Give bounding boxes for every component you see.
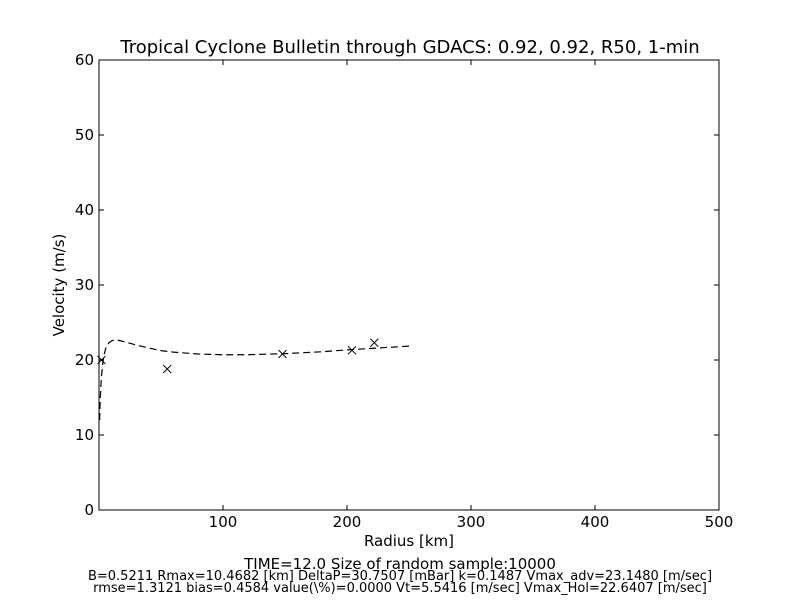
y-axis-label: Velocity (m/s) [50,234,68,337]
x-tick-label: 300 [457,513,486,531]
observation-marker [162,364,172,374]
y-tick-label: 20 [75,351,94,369]
observation-marker [97,355,106,365]
observation-marker [369,338,379,348]
y-tick-label: 30 [75,276,94,294]
plot-area [98,59,720,511]
x-tick-label: 400 [581,513,610,531]
plot-series [97,338,410,421]
x-tick-label: 200 [333,513,362,531]
footer-parameters: B=0.5211 Rmax=10.4682 [km] DeltaP=30.750… [87,569,713,584]
x-tick-label: 100 [209,513,238,531]
axis-ticks: 100 200 300 400 500 0 10 20 30 40 50 60 [75,51,733,531]
y-tick-label: 0 [84,501,94,519]
footer-time-sample: TIME=12.0 Size of random sample:10000 [244,555,556,573]
x-axis-label: Radius [km] [364,532,454,550]
y-tick-label: 10 [75,426,94,444]
model-curve [99,339,410,421]
observation-marker [278,349,287,359]
x-tick-label: 500 [705,513,734,531]
y-tick-label: 40 [75,201,94,219]
footer-statistics: rmse=1.3121 bias=0.4584 value(\%)=0.0000… [93,581,707,596]
observation-marker [347,345,357,355]
y-tick-label: 50 [75,126,94,144]
y-tick-label: 60 [75,51,94,69]
chart-title: Tropical Cyclone Bulletin through GDACS:… [119,37,699,58]
